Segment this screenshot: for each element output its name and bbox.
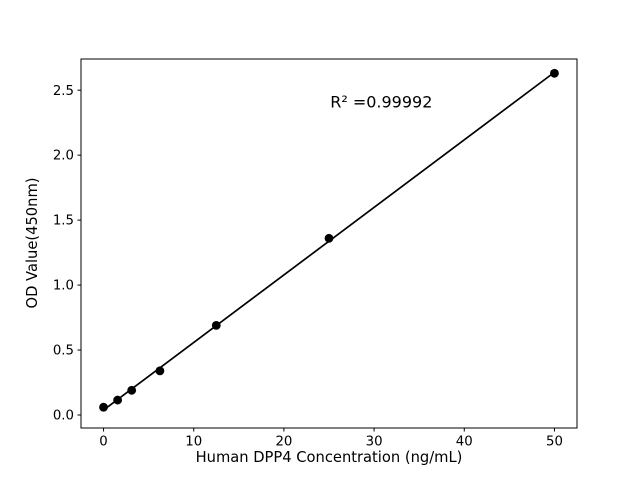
x-axis-tick-label: 10: [185, 435, 202, 450]
y-axis-tick-label: 0.0: [53, 409, 74, 424]
data-point: [99, 402, 108, 412]
data-point: [127, 385, 137, 395]
data-point: [155, 366, 165, 376]
axis-ticks-layer: 0 10 20 30 40 50 0.0 0.5 1.0 1.5 2.0 2.5: [53, 84, 563, 450]
plot-border: [80, 58, 578, 429]
x-axis-tick-label: 30: [366, 435, 383, 450]
y-axis-tick-label: 1.0: [53, 279, 74, 294]
y-axis-label: OD Value(450nm): [24, 178, 41, 309]
data-point: [211, 320, 221, 330]
r-squared-annotation: R² =0.99992: [330, 92, 432, 111]
y-axis-tick-label: 1.5: [53, 214, 74, 229]
x-axis-label: Human DPP4 Concentration (ng/mL): [196, 449, 463, 466]
y-axis-tick-label: 2.0: [53, 149, 74, 164]
y-axis-tick-label: 2.5: [53, 84, 74, 99]
data-point: [550, 68, 559, 78]
y-axis-tick-label: 0.5: [53, 344, 74, 359]
data-point: [113, 395, 123, 405]
x-axis-tick-label: 50: [546, 435, 563, 450]
data-series-layer: [99, 68, 559, 412]
data-point: [324, 233, 334, 243]
x-axis-tick-label: 0: [99, 435, 107, 450]
x-axis-tick-label: 40: [456, 435, 473, 450]
x-axis-tick-label: 20: [275, 435, 292, 450]
